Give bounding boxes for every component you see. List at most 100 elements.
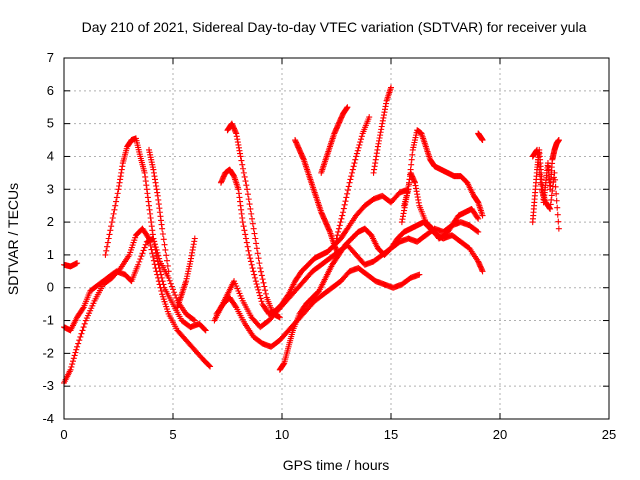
data-point (165, 268, 172, 275)
chart-title: Day 210 of 2021, Sidereal Day-to-day VTE… (82, 19, 587, 35)
data-series (102, 135, 209, 334)
data-point (190, 316, 197, 323)
data-point (70, 355, 77, 362)
data-point (135, 261, 142, 268)
data-point (258, 272, 265, 279)
data-point (256, 260, 263, 267)
data-point (240, 223, 247, 230)
data-point (161, 241, 168, 248)
data-point (146, 239, 153, 246)
data-point (262, 290, 269, 297)
y-tick-label: 1 (47, 247, 54, 262)
data-point (253, 245, 260, 252)
data-series (61, 260, 81, 270)
data-point (172, 292, 179, 299)
data-point (202, 327, 209, 334)
y-tick-label: 3 (47, 181, 54, 196)
data-point (555, 225, 562, 232)
data-point (249, 220, 256, 227)
data-point (341, 201, 348, 208)
data-point (334, 232, 341, 239)
data-series (276, 219, 486, 373)
data-point (255, 286, 262, 293)
data-series (401, 127, 486, 219)
data-point (245, 247, 252, 254)
data-point (109, 214, 116, 221)
data-point (141, 244, 148, 251)
y-tick-label: -4 (42, 411, 54, 426)
data-point (154, 258, 161, 265)
data-series (318, 104, 351, 176)
data-point (191, 235, 198, 242)
data-point (167, 280, 174, 287)
data-point (80, 324, 87, 331)
data-point (159, 278, 166, 285)
data-point (342, 198, 349, 205)
data-series (529, 146, 562, 232)
data-point (168, 283, 175, 290)
data-point (247, 205, 254, 212)
data-series (475, 130, 486, 144)
data-point (355, 144, 362, 151)
data-point (252, 278, 259, 285)
y-tick-label: 2 (47, 214, 54, 229)
data-point (255, 255, 262, 262)
data-point (337, 219, 344, 226)
data-point (159, 225, 166, 232)
data-point (241, 173, 248, 180)
data-point (349, 169, 356, 176)
data-point (158, 288, 165, 295)
data-point (345, 183, 352, 190)
data-point (155, 261, 162, 268)
data-point (339, 212, 346, 219)
data-point (159, 230, 166, 237)
data-series (217, 166, 412, 317)
data-point (388, 84, 394, 91)
data-point (136, 258, 143, 265)
data-point (150, 257, 157, 264)
data-point (77, 333, 84, 340)
data-point (112, 202, 119, 209)
data-point (243, 182, 250, 189)
data-point (244, 191, 251, 198)
data-point (145, 234, 152, 241)
data-point (346, 179, 353, 186)
data-point (246, 251, 253, 258)
data-point (554, 204, 561, 211)
data-point (276, 314, 283, 321)
data-point (256, 292, 263, 299)
data-point (335, 225, 342, 232)
data-point (474, 228, 481, 235)
data-point (351, 160, 358, 167)
data-point (102, 251, 109, 258)
x-tick-label: 10 (275, 427, 289, 442)
data-point (553, 197, 560, 204)
data-point (336, 222, 343, 229)
data-point (243, 235, 250, 242)
data-point (248, 261, 255, 268)
data-point (71, 352, 78, 359)
data-point (103, 247, 110, 254)
data-point (251, 271, 258, 278)
data-point (344, 190, 351, 197)
data-point (475, 215, 482, 222)
data-point (69, 361, 76, 368)
data-point (555, 137, 562, 144)
y-tick-label: 0 (47, 280, 54, 295)
data-series (292, 137, 342, 258)
data-point (114, 190, 121, 197)
plot-frame (63, 57, 610, 420)
data-point (232, 303, 239, 310)
data-point (238, 157, 245, 164)
data-point (479, 137, 486, 144)
data-point (350, 163, 357, 170)
data-series (398, 169, 482, 242)
data-point (242, 178, 249, 185)
y-tick-label: 6 (47, 83, 54, 98)
data-point (254, 250, 261, 257)
data-point (358, 133, 365, 140)
y-axis-label: SDTVAR / TECUs (5, 183, 21, 295)
y-tick-label: 4 (47, 148, 54, 163)
data-point (104, 243, 111, 250)
data-point (81, 320, 88, 327)
